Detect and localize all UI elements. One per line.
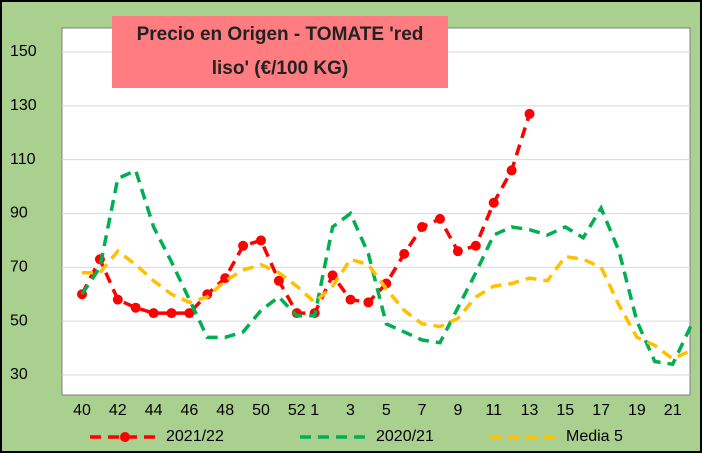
x-tick-label: 40	[73, 402, 91, 419]
plot-area	[61, 27, 691, 396]
data-point	[524, 108, 535, 119]
x-tick-label: 46	[181, 402, 199, 419]
x-tick-label: 11	[485, 402, 502, 419]
data-point	[506, 165, 517, 176]
y-tick-label: 30	[10, 366, 28, 383]
data-point	[184, 308, 195, 319]
y-tick-label: 110	[10, 151, 36, 168]
data-point	[148, 308, 159, 319]
data-point	[399, 248, 410, 259]
y-tick-label: 70	[10, 259, 28, 276]
data-point	[130, 302, 141, 313]
series-line	[82, 248, 692, 361]
y-tick-label: 150	[10, 43, 37, 60]
y-tick-label: 130	[10, 97, 37, 114]
data-point	[273, 275, 284, 286]
data-point	[452, 246, 463, 257]
data-point	[345, 294, 356, 305]
data-point	[256, 235, 266, 246]
x-tick-label: 42	[109, 402, 127, 419]
data-point	[363, 297, 374, 308]
x-tick-label: 9	[453, 402, 462, 419]
data-point	[220, 273, 231, 284]
x-tick-label: 50	[252, 402, 270, 419]
x-tick-label: 21	[664, 402, 682, 419]
x-tick-label: 1	[310, 402, 319, 419]
x-tick-label: 19	[628, 402, 646, 419]
data-point	[417, 221, 428, 232]
x-tick-label: 48	[216, 402, 234, 419]
data-point	[488, 197, 499, 208]
legend-label: 2020/21	[376, 428, 434, 445]
legend-marker	[120, 432, 130, 442]
x-tick-label: 7	[418, 402, 427, 419]
legend-label: 2021/22	[166, 428, 224, 445]
y-tick-label: 90	[10, 205, 28, 222]
data-point	[470, 240, 481, 251]
x-tick-label: 44	[145, 402, 163, 419]
x-tick-label: 52	[288, 402, 306, 419]
legend-label: Media 5	[566, 428, 623, 445]
x-tick-label: 13	[521, 402, 539, 419]
data-point	[435, 213, 445, 224]
x-tick-label: 3	[346, 402, 355, 419]
data-point	[238, 240, 249, 251]
data-point	[166, 308, 177, 319]
series-line	[80, 168, 693, 367]
data-point	[112, 294, 123, 305]
x-tick-label: 17	[592, 402, 610, 419]
series-line	[80, 113, 532, 315]
x-tick-label: 5	[382, 402, 391, 419]
x-tick-label: 15	[556, 402, 574, 419]
y-tick-label: 50	[10, 312, 28, 329]
chart-title: Precio en Origen - TOMATE 'red liso' (€/…	[112, 16, 448, 88]
data-point	[327, 270, 338, 281]
